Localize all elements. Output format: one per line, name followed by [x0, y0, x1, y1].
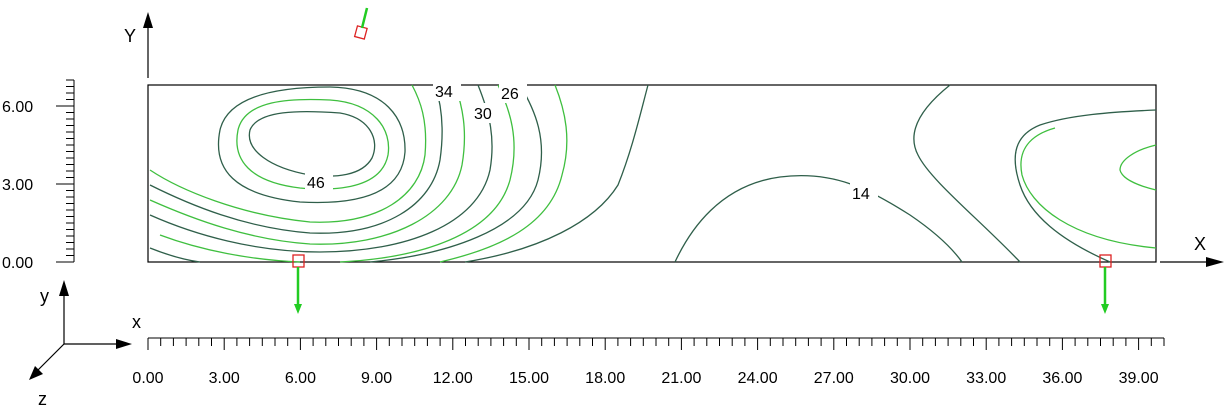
contour-right-1: [1014, 109, 1157, 263]
x-tick-label: 39.00: [1119, 370, 1159, 387]
global-y-label: Y: [124, 26, 136, 46]
support-right[interactable]: [1099, 254, 1112, 314]
contour-46: [248, 110, 376, 177]
x-tick-label: 33.00: [966, 370, 1006, 387]
x-tick-label: 18.00: [585, 370, 625, 387]
global-x-arrowhead: [1206, 257, 1224, 267]
global-y-arrowhead: [143, 12, 153, 28]
contour-label-bg: [499, 83, 527, 103]
local-y-label: y: [40, 286, 49, 306]
global-x-label: X: [1194, 234, 1206, 254]
contour-inner-2: [236, 98, 390, 190]
local-x-label: x: [132, 312, 141, 332]
contour-34-outer: [149, 84, 427, 223]
contour-label-14: 14: [852, 186, 870, 203]
x-tick-label: 6.00: [285, 370, 316, 387]
contour-label-bg: [472, 103, 500, 123]
x-tick-label: 15.00: [509, 370, 549, 387]
contour-26-outer: [159, 84, 515, 263]
y-tick-label: 3.00: [2, 177, 33, 194]
contour-label-26: 26: [501, 86, 519, 103]
y-tick-label: 6.00: [2, 99, 33, 116]
contour-label-bg: [850, 182, 878, 202]
x-tick-label: 24.00: [738, 370, 778, 387]
plate-outline: [147, 84, 1157, 263]
contour-right-2: [1020, 127, 1157, 249]
x-tick-label: 30.00: [890, 370, 930, 387]
local-axis-triad: y x z: [29, 280, 141, 409]
contour-30: [149, 84, 493, 253]
contour-label-bg: [433, 81, 461, 101]
contour-label-46: 46: [307, 175, 325, 192]
x-tick-label: 21.00: [661, 370, 701, 387]
contour-18: [464, 84, 649, 263]
x-tick-label: 9.00: [361, 370, 392, 387]
contour-label-30: 30: [474, 106, 492, 123]
y-tick-label: 0.00: [2, 255, 33, 272]
x-tick-label: 36.00: [1042, 370, 1082, 387]
contour-right-3: [1119, 144, 1157, 191]
x-tick-label: 3.00: [209, 370, 240, 387]
contour-30-outer: [149, 84, 466, 245]
contour-label-34: 34: [435, 84, 453, 101]
contour-inner-3: [217, 86, 406, 204]
contour-14: [674, 174, 963, 263]
contour-26: [149, 84, 543, 263]
contour-34: [149, 84, 443, 234]
x-ruler: 0.00 3.00 6.00 9.00 12.00 15.00 18.00 21.00 24.0…: [132, 337, 1165, 387]
y-ruler: 0.00 3.00 6.00: [2, 79, 75, 272]
contour-22: [439, 84, 568, 263]
x-tick-label: 27.00: [814, 370, 854, 387]
local-z-label: z: [38, 389, 47, 409]
x-tick-label: 0.00: [132, 370, 163, 387]
support-top[interactable]: [353, 7, 369, 40]
x-tick-label: 12.00: [433, 370, 473, 387]
contour-lines: [149, 84, 1157, 263]
support-left[interactable]: [292, 254, 305, 314]
contour-label-bg: [305, 171, 333, 191]
contour-14-right: [913, 84, 1021, 263]
